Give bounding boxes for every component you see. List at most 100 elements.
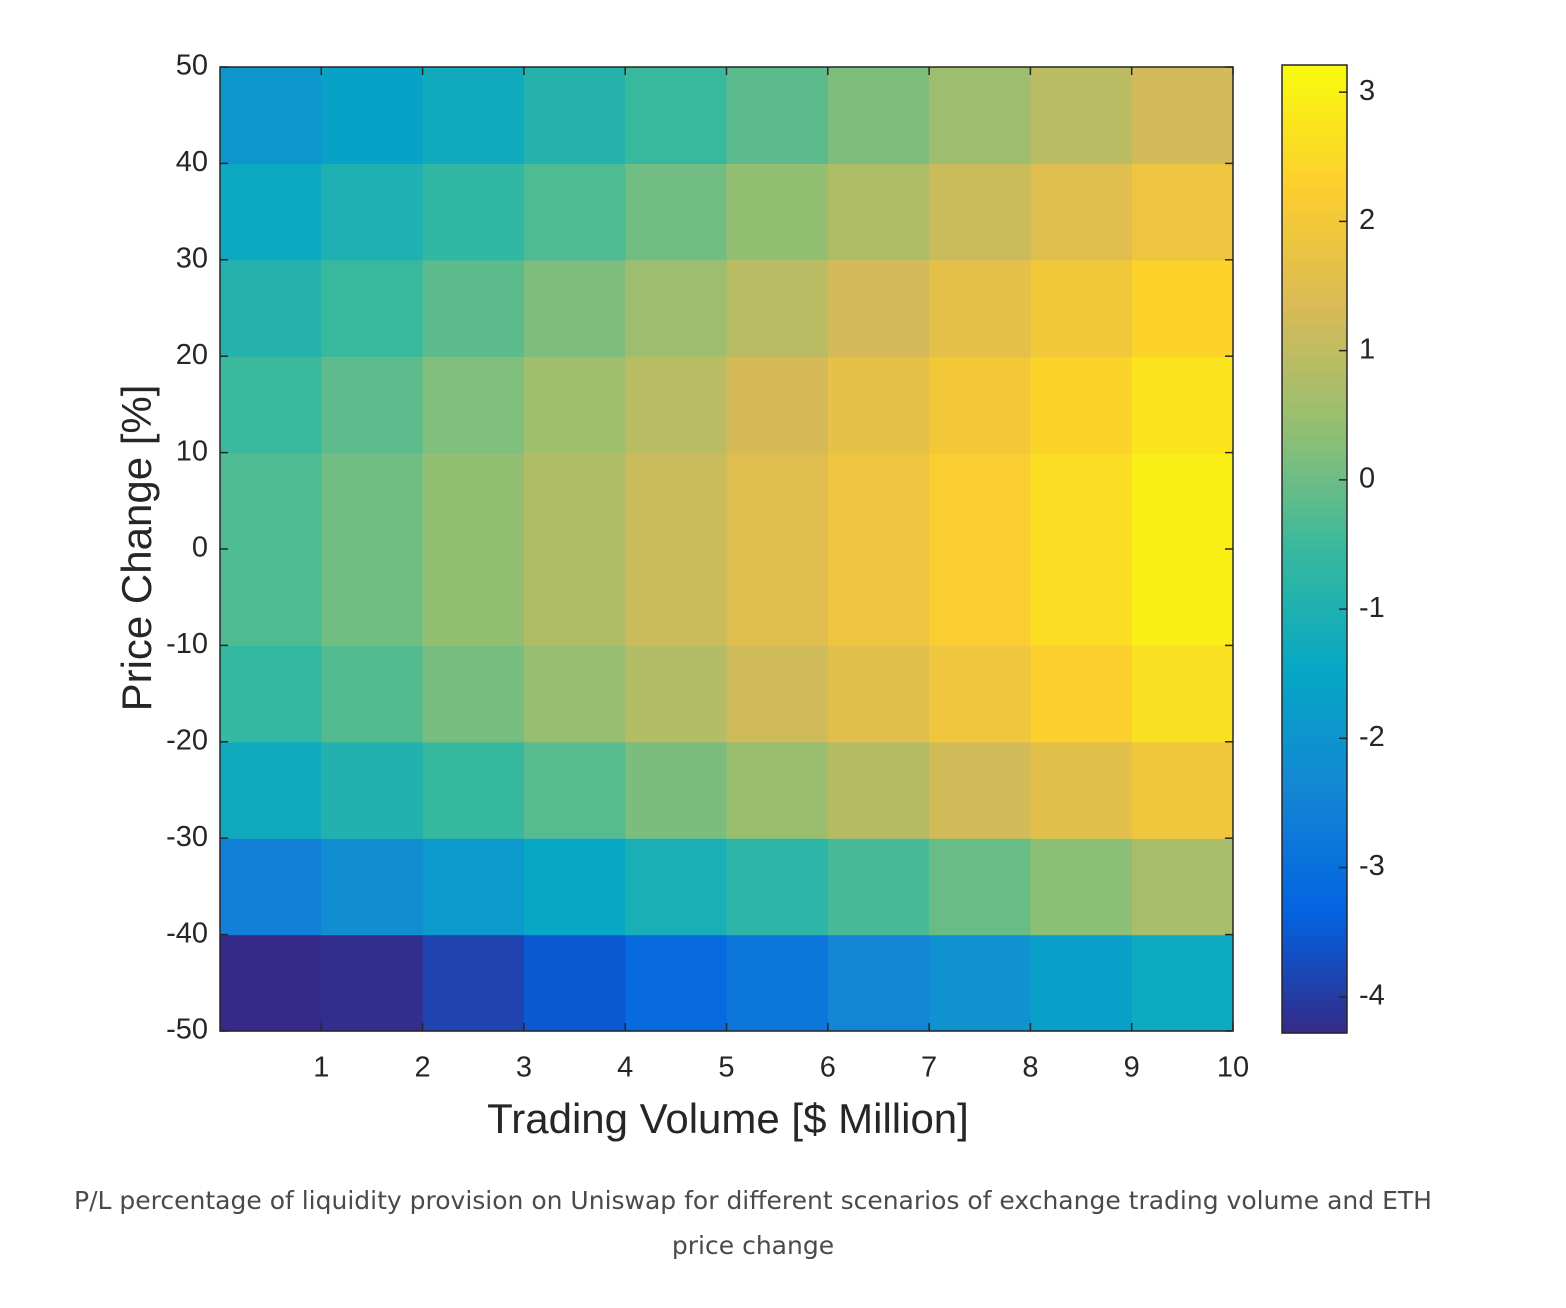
colorbar-segment <box>1282 387 1347 397</box>
colorbar-segment <box>1282 815 1347 824</box>
colorbar-segment <box>1282 234 1347 244</box>
colorbar-segment <box>1282 839 1347 849</box>
heat-cell <box>726 356 829 454</box>
x-tick-label: 10 <box>1217 1052 1249 1084</box>
heat-cell <box>523 259 626 357</box>
heat-cell <box>625 67 728 164</box>
heat-cell <box>1131 645 1234 743</box>
colorbar-segment <box>1282 734 1347 744</box>
colorbar-segment <box>1282 105 1347 114</box>
heat-cell <box>422 934 525 1032</box>
heat-cell <box>1131 163 1234 261</box>
heat-cell <box>1131 549 1234 646</box>
colorbar-segment <box>1282 661 1347 671</box>
colorbar-segment <box>1282 847 1347 857</box>
heat-cell <box>625 645 728 743</box>
colorbar-segment <box>1282 202 1347 211</box>
colorbar-segment <box>1282 452 1347 461</box>
heat-cell <box>827 934 930 1032</box>
y-tick-label: 10 <box>176 435 208 467</box>
colorbar-segment <box>1282 339 1347 348</box>
heat-cell <box>523 67 626 164</box>
heat-cell <box>523 549 626 646</box>
y-tick-label: 40 <box>176 146 208 178</box>
colorbar-segment <box>1282 782 1347 792</box>
heat-cell <box>726 67 829 164</box>
colorbar-segment <box>1282 597 1347 607</box>
colorbar-segment <box>1282 976 1347 986</box>
colorbar-segment <box>1282 750 1347 760</box>
colorbar-segment <box>1282 428 1347 437</box>
colorbar-segment <box>1282 871 1347 881</box>
colorbar-segment <box>1282 540 1347 550</box>
heat-cell <box>625 452 728 550</box>
colorbar-segment <box>1282 226 1347 235</box>
heat-cell <box>321 452 424 550</box>
colorbar-segment <box>1282 637 1347 647</box>
colorbar-segment <box>1282 629 1347 639</box>
heat-cell <box>929 67 1031 164</box>
colorbar-segment <box>1282 1000 1347 1010</box>
heat-cell <box>220 934 322 1032</box>
colorbar-segment <box>1282 621 1347 631</box>
x-tick-label: 6 <box>820 1052 836 1084</box>
heat-cell <box>1131 452 1234 550</box>
chart: Trading Volume [$ Million] Price Change … <box>113 50 1385 1142</box>
colorbar-segment <box>1282 807 1347 816</box>
colorbar-segment <box>1282 944 1347 953</box>
heat-cell <box>1030 356 1133 454</box>
heat-cell <box>726 934 829 1032</box>
heat-cell <box>726 549 829 646</box>
colorbar-segment <box>1282 419 1347 429</box>
colorbar-segment <box>1282 920 1347 929</box>
heat-cell <box>523 163 626 261</box>
heat-cell <box>929 934 1031 1032</box>
colorbar-segment <box>1282 403 1347 413</box>
colorbar-segment <box>1282 984 1347 994</box>
heat-cell <box>1131 741 1234 839</box>
heat-cell <box>523 741 626 839</box>
colorbar-segment <box>1282 960 1347 970</box>
heat-cell <box>220 838 322 936</box>
heat-cell <box>929 645 1031 743</box>
heat-cell <box>523 934 626 1032</box>
heat-cell <box>1030 163 1133 261</box>
colorbar-segment <box>1282 307 1347 316</box>
colorbar-segment <box>1282 65 1347 74</box>
colorbar-segment <box>1282 710 1347 719</box>
colorbar-segment <box>1282 565 1347 574</box>
colorbar-segment <box>1282 1008 1347 1018</box>
colorbar-segment <box>1282 912 1347 921</box>
heat-cell <box>726 259 829 357</box>
heat-cell <box>929 259 1031 357</box>
colorbar-segment <box>1282 194 1347 203</box>
colorbar-segment <box>1282 266 1347 276</box>
colorbar-segment <box>1282 274 1347 284</box>
heat-cell <box>726 838 829 936</box>
colorbar-segment <box>1282 758 1347 768</box>
colorbar-segment <box>1282 952 1347 961</box>
heat-cell <box>929 452 1031 550</box>
heat-cell <box>1030 645 1133 743</box>
heat-cell <box>1131 67 1234 164</box>
heat-cell <box>1030 452 1133 550</box>
colorbar-segment <box>1282 298 1347 308</box>
x-axis-label: Trading Volume [$ Million] <box>487 1095 969 1142</box>
colorbar-segment <box>1282 250 1347 260</box>
heat-cell <box>625 934 728 1032</box>
colorbar-segment <box>1282 137 1347 147</box>
colorbar-segment <box>1282 331 1347 340</box>
colorbar-segment <box>1282 315 1347 324</box>
colorbar-segment <box>1282 436 1347 445</box>
caption: P/L percentage of liquidity provision on… <box>74 1186 1432 1260</box>
colorbar-segment <box>1282 81 1347 90</box>
colorbar-segment <box>1282 589 1347 598</box>
heat-cell <box>1030 741 1133 839</box>
colorbar-segment <box>1282 855 1347 865</box>
colorbar-tick-label: 0 <box>1359 463 1375 495</box>
heat-cell <box>1030 838 1133 936</box>
colorbar-segment <box>1282 879 1347 889</box>
heat-cell <box>220 259 322 357</box>
heat-cell <box>1030 67 1133 164</box>
heat-cell <box>321 356 424 454</box>
